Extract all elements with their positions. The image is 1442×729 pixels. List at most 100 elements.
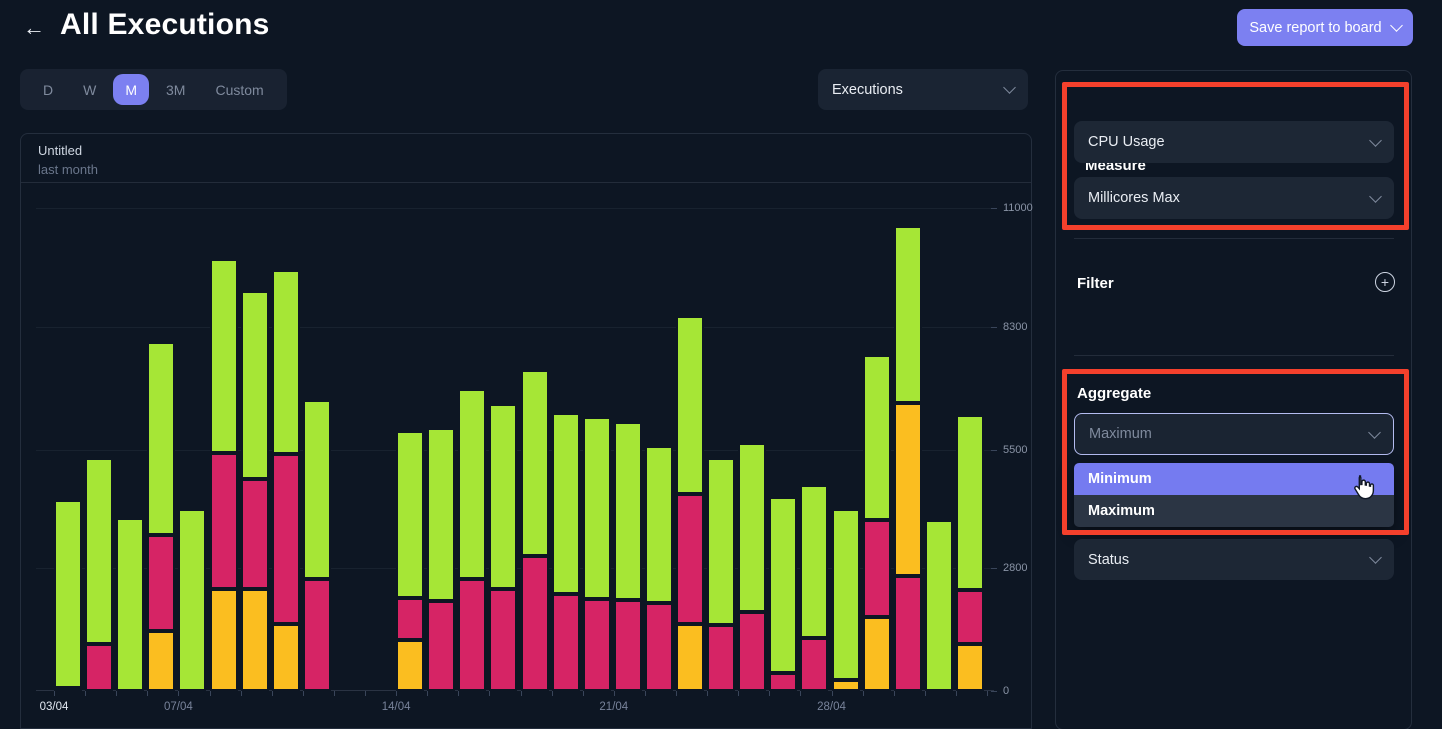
bar-segment-green bbox=[302, 399, 331, 580]
tab-d[interactable]: D bbox=[43, 81, 54, 98]
bar-segment-pink bbox=[209, 452, 238, 589]
x-axis-tick bbox=[396, 691, 398, 696]
bar-segment-orange bbox=[147, 630, 176, 691]
x-axis-tick bbox=[54, 691, 55, 696]
bar-segment-green bbox=[955, 414, 984, 591]
bar-segment-green bbox=[582, 417, 611, 599]
chevron-down-icon bbox=[1389, 19, 1403, 32]
y-axis-label: 0 bbox=[1003, 685, 1010, 697]
add-filter-icon[interactable]: + bbox=[1375, 272, 1395, 292]
bar-segment-green bbox=[520, 369, 549, 556]
gridline bbox=[36, 208, 994, 209]
bar-segment-pink bbox=[147, 534, 176, 631]
bar-segment-pink bbox=[707, 625, 736, 691]
metric-select[interactable]: Executions bbox=[818, 69, 1028, 110]
chart-subtitle: last month bbox=[38, 162, 98, 177]
bar-segment-pink bbox=[676, 493, 704, 624]
chart-title: Untitled bbox=[38, 143, 83, 158]
bar-segment-green bbox=[707, 457, 736, 626]
bar-segment-pink bbox=[85, 644, 114, 691]
y-axis-tick bbox=[991, 568, 997, 570]
bar-segment-green bbox=[54, 500, 82, 688]
divider bbox=[1074, 238, 1394, 239]
bar-segment-pink bbox=[862, 519, 891, 617]
x-axis-tick bbox=[458, 691, 460, 696]
x-axis-tick bbox=[738, 691, 740, 696]
aggregate-heading: Aggregate bbox=[1077, 385, 1152, 402]
y-axis-tick bbox=[991, 449, 997, 451]
bar-segment-orange bbox=[396, 640, 425, 691]
x-axis-label: 28/04 bbox=[817, 701, 846, 713]
bar-segment-green bbox=[551, 412, 580, 594]
tab-m[interactable]: M bbox=[113, 74, 150, 105]
y-axis-tick bbox=[991, 326, 997, 328]
bar-segment-green bbox=[458, 388, 487, 580]
bar-segment-orange bbox=[862, 616, 891, 691]
x-axis-tick bbox=[613, 691, 615, 696]
y-axis-label: 11000 bbox=[1003, 202, 1033, 214]
x-axis-tick bbox=[178, 691, 180, 696]
x-axis-tick bbox=[987, 691, 988, 696]
x-axis-label: 07/04 bbox=[164, 701, 193, 713]
bar-segment-pink bbox=[800, 637, 829, 691]
bar-segment-pink bbox=[489, 588, 518, 691]
tab-3m[interactable]: 3M bbox=[166, 81, 186, 98]
bar-segment-green bbox=[613, 421, 642, 601]
bar-segment-green bbox=[116, 518, 145, 691]
annotation-box-measure bbox=[1062, 82, 1409, 230]
measure-select-millicores[interactable]: Millicores Max bbox=[1074, 177, 1394, 219]
x-axis-tick bbox=[520, 691, 522, 696]
x-axis-tick bbox=[893, 691, 895, 696]
bar-segment-pink bbox=[955, 590, 984, 645]
measure-select-cpu-usage[interactable]: CPU Usage bbox=[1074, 121, 1394, 163]
tab-w[interactable]: W bbox=[83, 81, 97, 98]
bar-segment-orange bbox=[955, 644, 984, 691]
bar-segment-pink bbox=[302, 579, 331, 691]
bar-segment-green bbox=[769, 496, 798, 673]
x-axis-label: 03/04 bbox=[39, 701, 69, 713]
divider bbox=[1074, 355, 1394, 356]
x-axis-tick bbox=[240, 691, 242, 696]
divider bbox=[21, 182, 1031, 183]
bar-segment-pink bbox=[520, 555, 549, 691]
menu-option-maximum[interactable]: Maximum bbox=[1074, 495, 1394, 527]
x-axis-tick bbox=[209, 691, 211, 696]
bar-segment-pink bbox=[893, 575, 922, 691]
bar-segment-pink bbox=[613, 600, 642, 691]
y-axis-label: 8300 bbox=[1003, 320, 1028, 333]
save-report-button[interactable]: Save report to board bbox=[1237, 9, 1413, 46]
chevron-down-icon bbox=[1369, 551, 1382, 564]
aggregate-select[interactable]: Maximum bbox=[1074, 413, 1394, 455]
bar-segment-pink bbox=[54, 687, 82, 691]
y-axis-label: 2800 bbox=[1003, 562, 1028, 575]
back-arrow-icon[interactable]: ← bbox=[23, 15, 45, 40]
bar-segment-green bbox=[427, 427, 456, 601]
status-select-value: Status bbox=[1088, 551, 1130, 568]
bar-segment-pink bbox=[582, 598, 611, 691]
x-axis-tick bbox=[427, 691, 429, 696]
annotation-box-aggregate bbox=[1062, 369, 1409, 535]
x-axis-tick bbox=[862, 691, 864, 696]
bar-segment-orange bbox=[209, 588, 238, 691]
bar-segment-green bbox=[800, 484, 829, 638]
x-axis-tick bbox=[147, 691, 149, 696]
menu-option-minimum[interactable]: Minimum bbox=[1074, 463, 1394, 495]
bar-segment-pink bbox=[644, 602, 673, 691]
bar-segment-pink bbox=[240, 478, 269, 589]
x-axis-tick bbox=[365, 691, 366, 696]
bar-segment-pink bbox=[396, 597, 425, 641]
x-axis-tick bbox=[85, 691, 87, 696]
filter-heading: Filter bbox=[1077, 275, 1114, 292]
page-title: All Executions bbox=[60, 8, 270, 41]
status-select[interactable]: Status bbox=[1074, 539, 1394, 580]
metric-select-value: Executions bbox=[832, 81, 903, 98]
time-range-tabs: D W M 3M Custom bbox=[20, 69, 287, 110]
stacked-bar-chart: 0 2800 5500 8300 11000 03/04 07/04 14/04 21/04 28… bbox=[36, 196, 1033, 713]
bar-segment-orange bbox=[831, 680, 860, 691]
measure-select-value: CPU Usage bbox=[1088, 134, 1165, 150]
bar-segment-green bbox=[178, 508, 207, 691]
bar-segment-green bbox=[209, 259, 238, 453]
x-axis-tick bbox=[644, 691, 646, 696]
tab-custom[interactable]: Custom bbox=[215, 81, 264, 98]
